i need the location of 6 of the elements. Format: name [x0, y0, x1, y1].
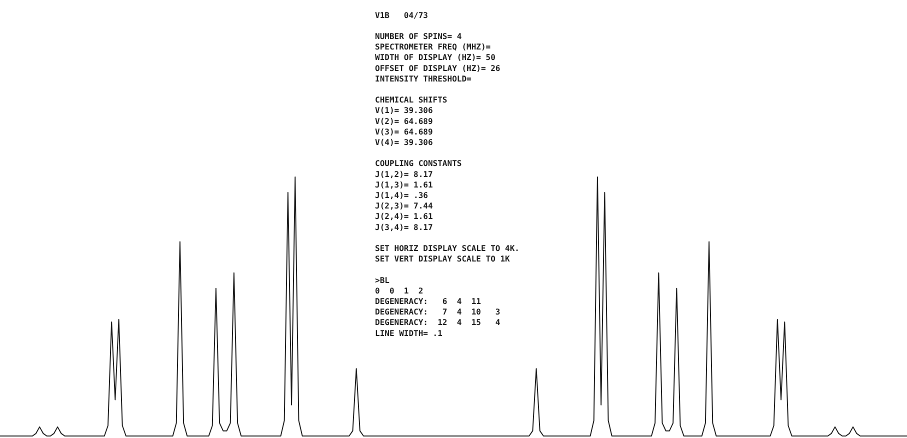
- annotation: COUPLING CONSTANTS J(1,2)= 8.17 J(1,3)= 1.61 J(1,4)= .36 J(2,3)= 7.44 J(2,4)= 1.61 J(3,4)= 8.17: [375, 159, 462, 232]
- text: NUMBER OF SPINS= 4 SPECTROMETER FREQ (MHZ)= WIDTH OF DISPLAY (HZ)= 50 OFFSET OF DISPLAY (HZ)= 26 INTENSITY THRESHOLD=: [375, 32, 500, 84]
- text: CHEMICAL SHIFTS V(1)= 39.306 V(2)= 64.689 V(3)= 64.689 V(4)= 39.306: [375, 96, 448, 147]
- annotation: >BL 0 0 1 2 DEGENERACY: 6 4 11 DEGENERACY: 7 4 10 3 DEGENERACY: 12 4 15 4 LINE WIDTH= .1: [375, 276, 500, 338]
- text: V1B 04/73: [375, 10, 428, 20]
- annotation: SET HORIZ DISPLAY SCALE TO 4K. SET VERT DISPLAY SCALE TO 1K: [375, 244, 520, 264]
